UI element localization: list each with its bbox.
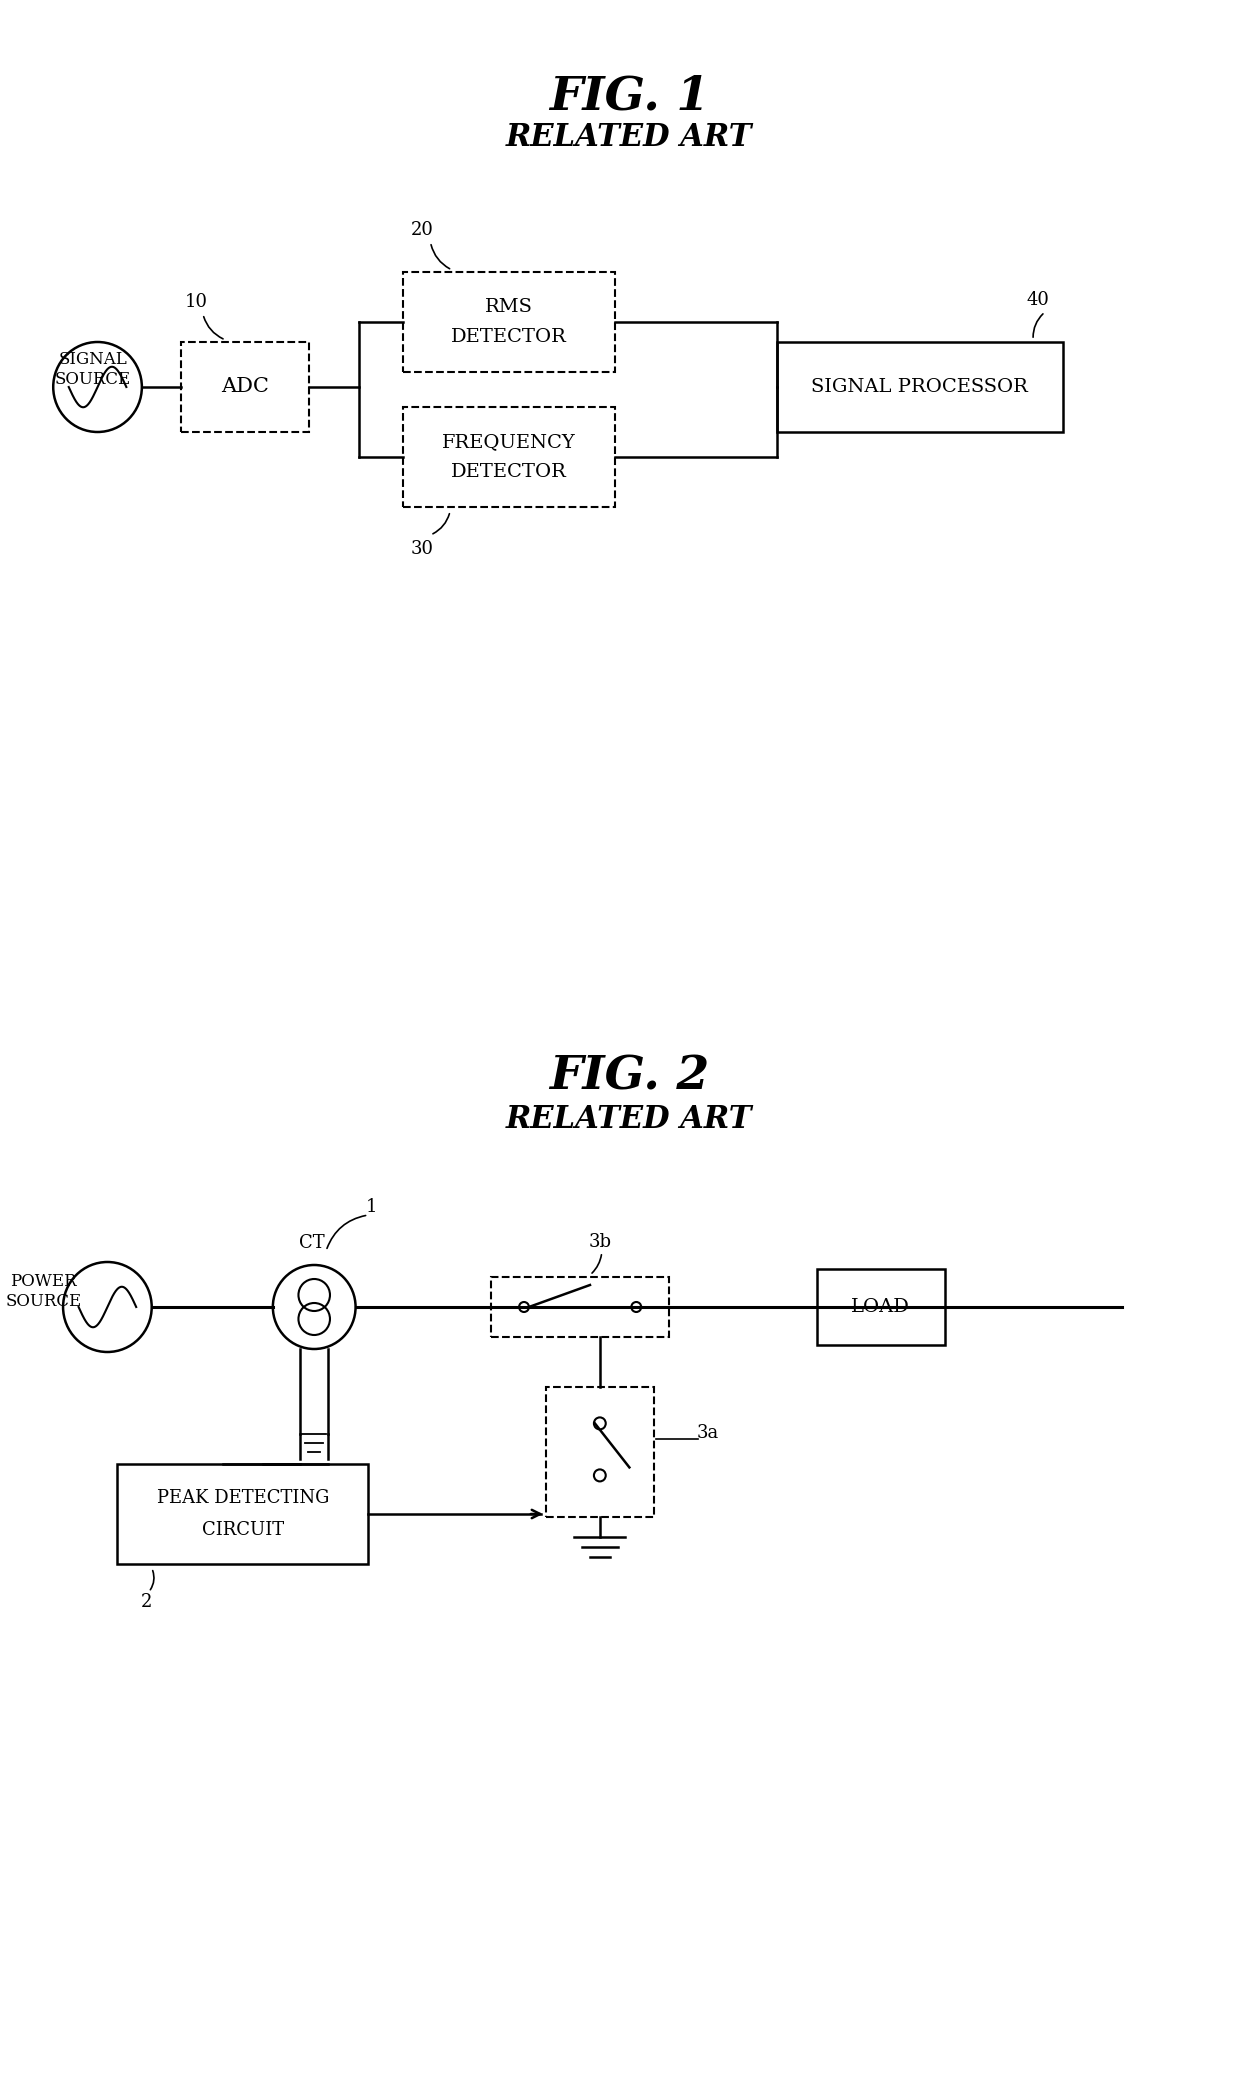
Text: FREQUENCY: FREQUENCY [441, 432, 575, 451]
Text: FIG. 2: FIG. 2 [549, 1054, 709, 1100]
Text: 30: 30 [410, 541, 434, 557]
Text: DETECTOR: DETECTOR [451, 328, 567, 346]
Text: 20: 20 [412, 221, 434, 240]
Text: DETECTOR: DETECTOR [451, 463, 567, 480]
Text: 40: 40 [1027, 290, 1049, 309]
Text: POWER: POWER [10, 1273, 77, 1290]
Text: 1: 1 [366, 1198, 377, 1217]
Text: 10: 10 [185, 292, 207, 311]
Text: SIGNAL: SIGNAL [58, 351, 126, 367]
Text: RELATED ART: RELATED ART [506, 1104, 753, 1135]
Text: FIG. 1: FIG. 1 [549, 73, 709, 119]
Text: 3b: 3b [588, 1233, 611, 1250]
Text: RMS: RMS [485, 298, 533, 315]
Text: RELATED ART: RELATED ART [506, 121, 753, 152]
Text: SOURCE: SOURCE [5, 1294, 82, 1311]
Text: 3a: 3a [697, 1423, 719, 1442]
Text: CT: CT [299, 1233, 325, 1252]
Text: SIGNAL PROCESSOR: SIGNAL PROCESSOR [811, 378, 1028, 397]
Text: ADC: ADC [221, 378, 269, 397]
Text: LOAD: LOAD [851, 1298, 910, 1317]
Text: 2: 2 [141, 1592, 153, 1611]
Text: PEAK DETECTING: PEAK DETECTING [156, 1488, 329, 1507]
Text: SOURCE: SOURCE [55, 371, 130, 388]
Text: CIRCUIT: CIRCUIT [202, 1521, 284, 1538]
